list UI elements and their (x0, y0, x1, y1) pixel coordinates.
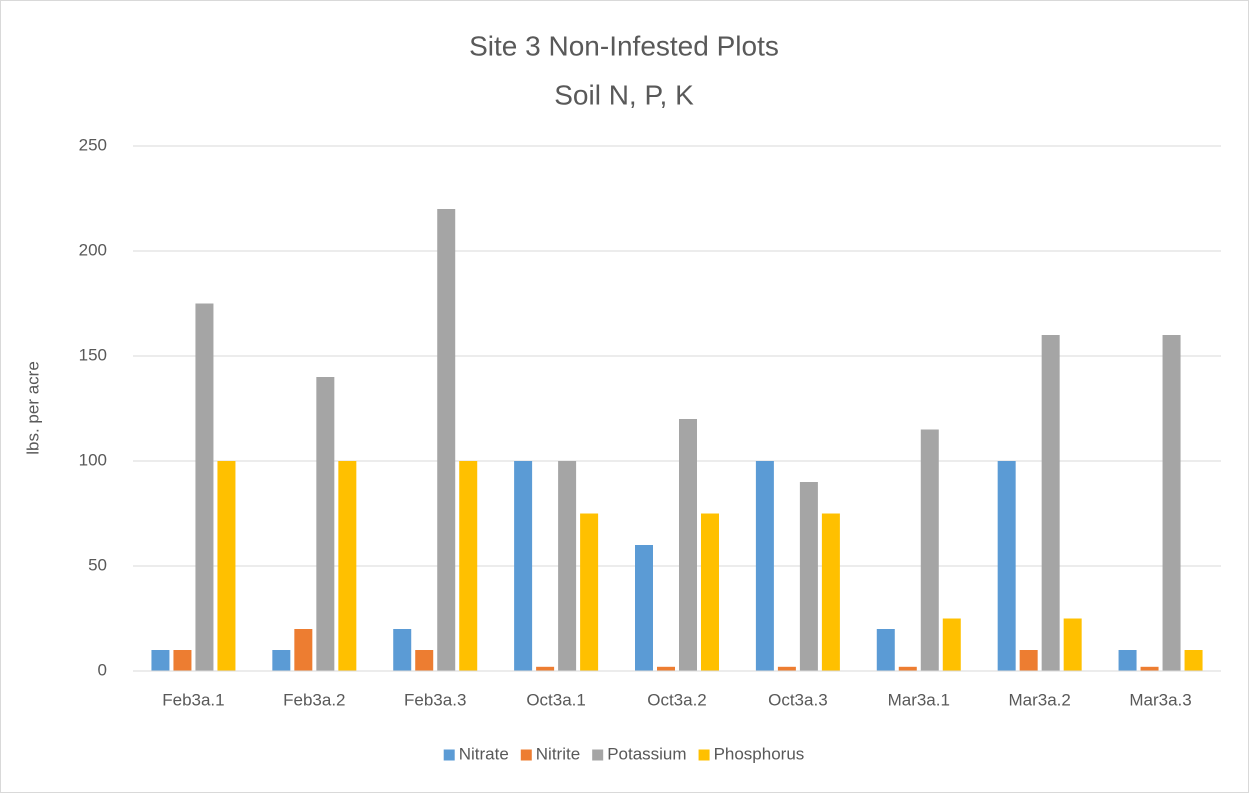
bar (1118, 650, 1137, 671)
bar (338, 461, 357, 671)
x-tick-label: Mar3a.3 (1129, 690, 1191, 709)
x-tick-label: Feb3a.2 (283, 690, 345, 709)
bar (799, 482, 818, 671)
y-tick-label: 100 (79, 450, 107, 469)
bar (1041, 335, 1060, 671)
bar (679, 419, 697, 671)
legend-label: Nitrite (536, 744, 580, 763)
legend-label: Phosphorus (714, 744, 805, 763)
chart-title: Site 3 Non-Infested Plots (469, 30, 779, 61)
bar (942, 618, 961, 671)
bar (536, 666, 555, 671)
chart-subtitle: Soil N, P, K (554, 79, 694, 110)
y-tick-label: 250 (79, 135, 107, 154)
bar (1184, 650, 1203, 671)
x-tick-label: Mar3a.1 (888, 690, 950, 709)
bar (635, 545, 653, 671)
y-tick-label: 0 (98, 660, 107, 679)
x-tick-label: Feb3a.3 (404, 690, 466, 709)
legend-label: Nitrate (459, 744, 509, 763)
bar (558, 461, 577, 671)
bar (1140, 666, 1159, 671)
bar (294, 629, 313, 671)
legend-label: Potassium (607, 744, 686, 763)
x-tick-label: Oct3a.3 (768, 690, 828, 709)
bar (777, 666, 796, 671)
y-tick-label: 150 (79, 345, 107, 364)
y-tick-label: 50 (88, 555, 107, 574)
bar (657, 666, 675, 671)
legend-swatch (592, 749, 604, 761)
bar (997, 461, 1016, 671)
bar (1162, 335, 1181, 671)
bar (1019, 650, 1038, 671)
bar (580, 513, 599, 671)
bar (920, 429, 939, 671)
bar (701, 513, 719, 671)
bar (151, 650, 170, 671)
x-tick-label: Feb3a.1 (162, 690, 224, 709)
bar (272, 650, 291, 671)
bar (755, 461, 774, 671)
bar (393, 629, 412, 671)
legend-swatch (698, 749, 710, 761)
bar (821, 513, 840, 671)
legend-swatch (520, 749, 532, 761)
bar (459, 461, 478, 671)
bar (437, 209, 456, 671)
bar (316, 377, 335, 671)
bar (898, 666, 917, 671)
bar (1063, 618, 1082, 671)
bar (217, 461, 236, 671)
x-tick-label: Oct3a.2 (647, 690, 707, 709)
x-tick-label: Mar3a.2 (1008, 690, 1070, 709)
y-tick-label: 200 (79, 240, 107, 259)
bar (514, 461, 533, 671)
bar (173, 650, 192, 671)
y-axis-label: lbs. per acre (23, 361, 42, 455)
x-tick-label: Oct3a.1 (526, 690, 586, 709)
legend-swatch (443, 749, 455, 761)
bar (195, 303, 214, 671)
bar (415, 650, 434, 671)
bar (876, 629, 895, 671)
